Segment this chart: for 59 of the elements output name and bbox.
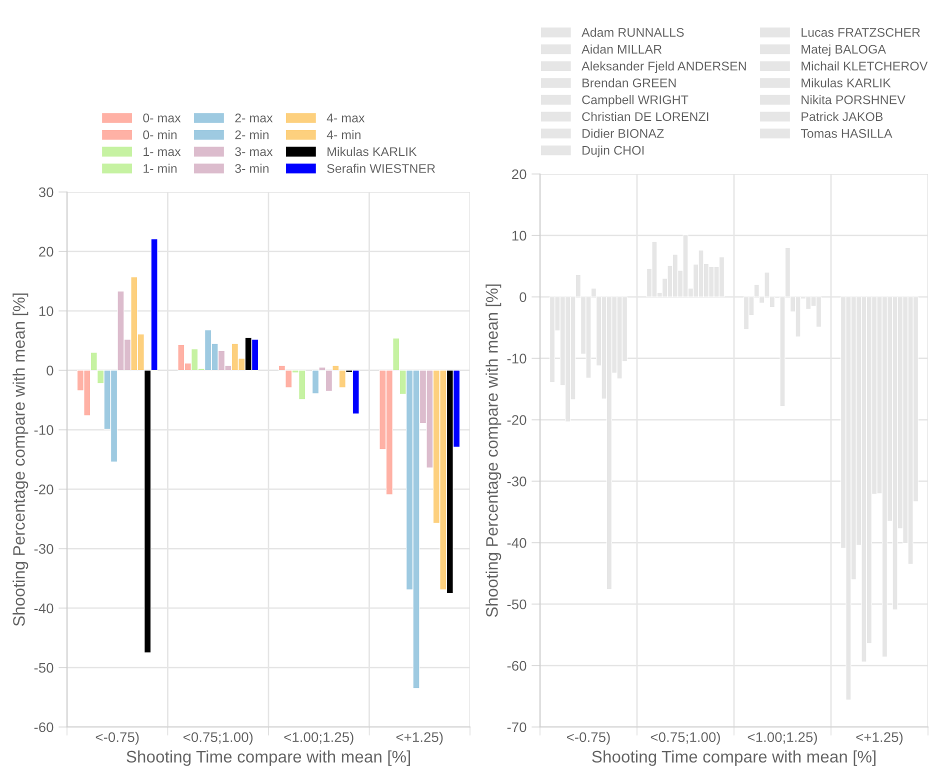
legend-label: Mikulas KARLIK — [802, 78, 891, 88]
legend-label: Lucas FRATZSCHER — [802, 28, 920, 37]
x-tick-label: <-0.75) — [96, 732, 139, 745]
y-tick-label: 30 — [38, 187, 54, 198]
y-tick-label: -40 — [34, 603, 54, 614]
legend-label: Matej BALOGA — [802, 44, 886, 56]
x-tick-label: <0.75;1.00) — [650, 732, 720, 745]
legend-label: Patrick JAKOB — [802, 112, 883, 122]
y-tick-label: -60 — [507, 660, 526, 671]
x-tick-label: <1.00;1.25) — [284, 732, 354, 745]
legend-label: Tomas HASILLA — [800, 129, 892, 138]
y-tick-label: -20 — [34, 484, 54, 494]
y-axis-title: Shooting Percentage compare with mean [%] — [486, 284, 502, 617]
legend-label: 0- min — [143, 130, 177, 140]
y-tick-label: 20 — [512, 169, 526, 180]
x-tick-label: <0.75;1.00) — [183, 732, 253, 745]
legend-label: Nikita PORSHNEV — [802, 95, 906, 104]
x-axis-title: Shooting Time compare with mean [%] — [126, 750, 410, 766]
legend-label: Michail KLETCHEROV — [802, 61, 928, 71]
y-tick-label: -50 — [34, 662, 54, 673]
legend-label: Didier BIONAZ — [582, 128, 664, 138]
y-tick-label: -50 — [507, 599, 526, 610]
legend-label: Serafin WIESTNER — [327, 164, 436, 173]
y-tick-label: -40 — [507, 538, 526, 548]
x-tick-label: <1.00;1.25) — [748, 732, 817, 745]
legend-label: Dujin CHOI — [582, 146, 644, 158]
y-tick-label: -20 — [507, 415, 526, 425]
x-tick-label: <-0.75) — [566, 732, 610, 745]
legend-label: 4- max — [326, 114, 365, 122]
y-tick-label: -10 — [507, 354, 526, 364]
y-tick-label: -30 — [34, 544, 54, 554]
legend-label: Aleksander Fjeld ANDERSEN — [582, 61, 746, 73]
legend-label: Adam RUNNALLS — [582, 28, 684, 37]
y-tick-label: 10 — [39, 306, 54, 316]
legend-label: 4- min — [326, 130, 360, 140]
y-tick-label: -70 — [507, 722, 526, 732]
x-axis-title: Shooting Time compare with mean [%] — [592, 750, 876, 766]
y-axis-title: Shooting Percentage compare with mean [%] — [12, 293, 28, 626]
y-tick-label: 10 — [512, 230, 526, 241]
x-tick-label: <+1.25) — [856, 732, 903, 745]
y-tick-label: 0 — [520, 292, 526, 302]
legend-label: 0- max — [143, 114, 181, 122]
legend-label: Christian DE LORENZI — [582, 112, 708, 122]
y-tick-label: -10 — [34, 425, 54, 435]
legend-label: Brendan GREEN — [582, 78, 676, 88]
legend-label: 2- max — [235, 114, 273, 122]
legend-label: Campbell WRIGHT — [582, 95, 688, 107]
y-tick-label: 0 — [46, 366, 54, 376]
legend-label: 1- max — [144, 147, 181, 156]
legend-label: Aidan MILLAR — [582, 44, 662, 54]
x-tick-label: <+1.25) — [396, 732, 443, 745]
y-tick-label: -60 — [34, 722, 54, 732]
legend-label: 3- min — [235, 164, 269, 173]
y-tick-label: -30 — [507, 476, 526, 486]
y-tick-label: 20 — [39, 246, 54, 257]
legend-label: 2- min — [235, 130, 269, 140]
legend-label: 1- min — [144, 164, 177, 173]
legend-label: Mikulas KARLIK — [328, 146, 417, 156]
legend-label: 3- max — [235, 147, 273, 156]
